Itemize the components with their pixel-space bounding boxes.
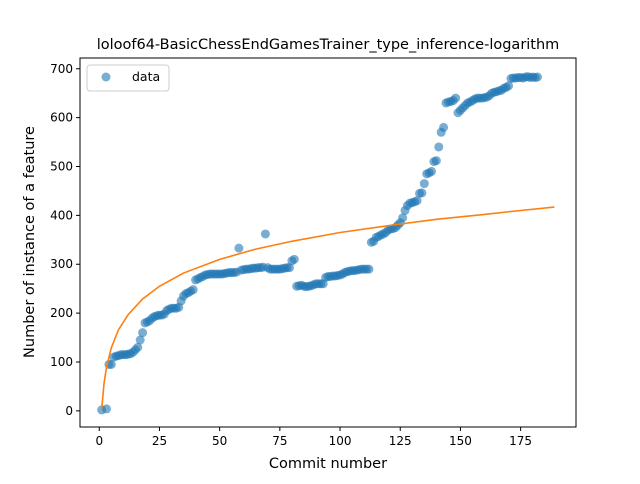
- data-point: [439, 122, 449, 132]
- data-point: [451, 93, 461, 103]
- y-tick-label: 200: [50, 306, 73, 320]
- legend: data: [86, 64, 170, 92]
- data-point: [417, 188, 427, 198]
- data-point: [289, 254, 299, 264]
- x-tick-label: 175: [509, 434, 532, 448]
- data-point: [101, 404, 111, 414]
- data-point: [434, 142, 444, 152]
- x-tick-label: 0: [95, 434, 103, 448]
- y-tick-label: 100: [50, 355, 73, 369]
- data-point: [188, 285, 198, 295]
- data-point: [106, 359, 116, 369]
- y-tick-label: 300: [50, 257, 73, 271]
- y-tick-label: 700: [50, 62, 73, 76]
- x-tick-label: 50: [212, 434, 227, 448]
- data-point: [431, 156, 441, 166]
- legend-label-data: data: [132, 69, 160, 84]
- data-point: [260, 229, 270, 239]
- data-point: [135, 335, 145, 345]
- legend-box: [86, 64, 170, 92]
- x-tick-label: 25: [152, 434, 167, 448]
- data-point: [234, 243, 244, 253]
- data-point: [504, 81, 514, 91]
- data-point: [532, 72, 542, 82]
- legend-marker-data: [101, 72, 111, 82]
- data-point: [427, 166, 437, 176]
- data-point: [133, 342, 143, 352]
- x-axis-label: Commit number: [269, 456, 387, 472]
- y-tick-label: 0: [65, 404, 73, 418]
- x-tick-label: 150: [449, 434, 472, 448]
- ticks-layer: 0 25 50 75 100 125 150 175 0 100 200 300 400 500 600 70…: [50, 62, 532, 448]
- x-tick-label: 100: [329, 434, 352, 448]
- data-point: [364, 264, 374, 274]
- chart-title: loloof64-BasicChessEndGamesTrainer_type_…: [97, 37, 560, 53]
- y-tick-label: 400: [50, 208, 73, 222]
- data-points: [97, 72, 542, 415]
- y-tick-label: 500: [50, 160, 73, 174]
- data-point: [138, 328, 148, 338]
- data-point: [398, 213, 408, 223]
- data-point: [419, 179, 429, 189]
- y-tick-label: 600: [50, 111, 73, 125]
- plot-layer: [97, 72, 555, 415]
- y-axis-label: Number of instance of a feature: [22, 126, 38, 358]
- x-tick-label: 125: [389, 434, 412, 448]
- data-point: [284, 263, 294, 273]
- x-tick-label: 75: [272, 434, 287, 448]
- fit-line: [100, 206, 555, 410]
- plot-frame: [79, 57, 577, 428]
- data-point: [412, 196, 422, 206]
